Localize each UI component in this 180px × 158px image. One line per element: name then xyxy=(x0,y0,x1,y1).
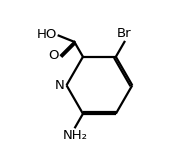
Text: NH₂: NH₂ xyxy=(63,129,88,142)
Text: Br: Br xyxy=(117,27,132,40)
Text: HO: HO xyxy=(37,28,57,41)
Text: O: O xyxy=(48,49,59,62)
Text: N: N xyxy=(55,79,65,92)
